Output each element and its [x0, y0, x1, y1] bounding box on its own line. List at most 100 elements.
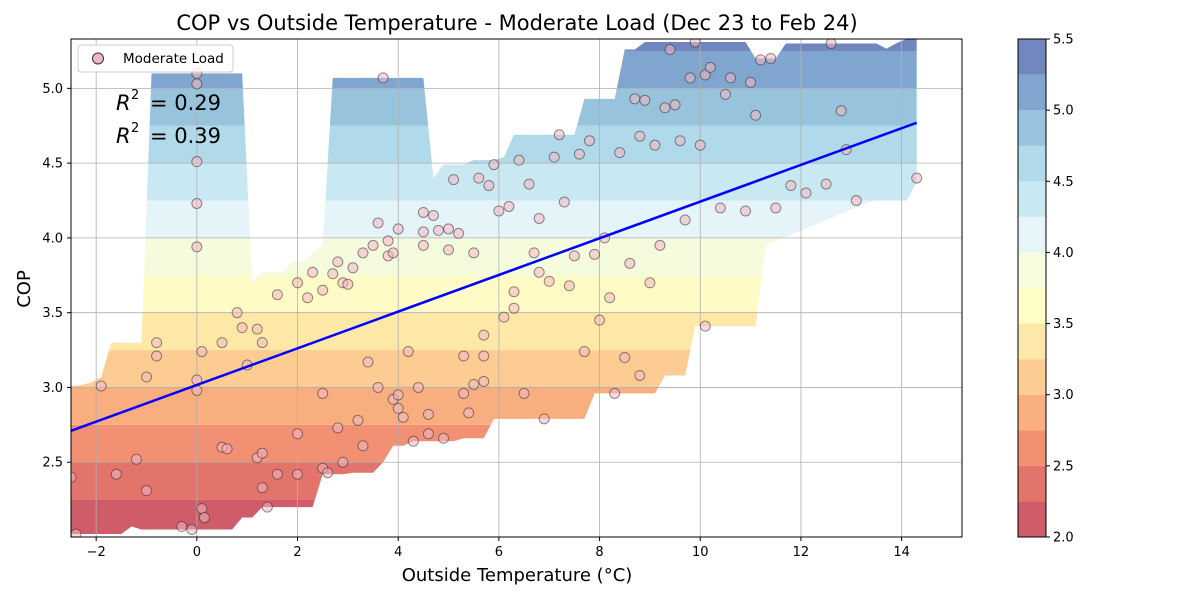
scatter-series	[71, 39, 923, 537]
scatter-point	[292, 468, 304, 480]
scatter-point	[261, 501, 273, 513]
scatter-point	[307, 266, 319, 278]
scatter-point	[317, 387, 329, 399]
svg-text:R: R	[116, 91, 131, 115]
colorbar-tick-label: 5.0	[1053, 104, 1074, 119]
scatter-point	[740, 205, 752, 217]
x-tick-label: 14	[893, 545, 910, 560]
scatter-point	[478, 375, 490, 387]
scatter-point	[302, 292, 314, 304]
scatter-point	[141, 485, 153, 497]
scatter-point	[911, 172, 923, 184]
scatter-point	[468, 378, 480, 390]
scatter-point	[699, 69, 711, 81]
contour-band	[71, 200, 917, 238]
scatter-point	[417, 206, 429, 218]
scatter-point	[422, 408, 434, 420]
scatter-point	[528, 247, 540, 259]
scatter-point	[231, 307, 243, 319]
scatter-point	[392, 389, 404, 401]
scatter-point	[71, 471, 77, 483]
scatter-point	[198, 512, 210, 524]
scatter-point	[372, 381, 384, 393]
scatter-point	[468, 247, 480, 259]
scatter-point	[604, 292, 616, 304]
scatter-point	[563, 280, 575, 292]
scatter-point	[382, 235, 394, 247]
scatter-point	[327, 268, 339, 280]
scatter-point	[271, 468, 283, 480]
scatter-point	[644, 277, 656, 289]
x-tick-label: −2	[87, 545, 106, 560]
scatter-point	[508, 286, 520, 298]
scatter-point	[583, 135, 595, 147]
scatter-point	[292, 428, 304, 440]
scatter-point	[412, 381, 424, 393]
scatter-point	[357, 440, 369, 452]
scatter-point	[634, 130, 646, 142]
scatter-point	[271, 289, 283, 301]
scatter-point	[322, 467, 334, 479]
scatter-point	[448, 174, 460, 186]
scatter-point	[629, 93, 641, 105]
x-axis-label: Outside Temperature (°C)	[402, 565, 633, 586]
y-tick-label: 4.0	[42, 231, 63, 246]
scatter-point	[488, 159, 500, 171]
scatter-point	[825, 39, 837, 49]
scatter-point	[755, 54, 767, 66]
scatter-point	[573, 148, 585, 160]
colorbar-segment	[1018, 288, 1046, 324]
legend-marker	[92, 52, 104, 65]
scatter-point	[191, 78, 203, 90]
scatter-point	[553, 129, 565, 141]
scatter-point	[453, 227, 465, 239]
scatter-point	[377, 72, 389, 84]
scatter-point	[518, 387, 530, 399]
scatter-point	[292, 277, 304, 289]
colorbar-tick-label: 2.0	[1053, 531, 1074, 546]
scatter-point	[800, 187, 812, 199]
x-tick-label: 4	[394, 545, 402, 560]
scatter-point	[614, 147, 626, 159]
scatter-point	[407, 435, 419, 447]
scatter-point	[176, 521, 188, 533]
scatter-point	[443, 223, 455, 235]
scatter-point	[619, 352, 631, 364]
scatter-point	[639, 94, 651, 106]
scatter-point	[679, 214, 691, 226]
scatter-point	[151, 337, 163, 349]
scatter-point	[704, 61, 716, 73]
scatter-point	[458, 350, 470, 362]
colorbar-segment	[1018, 216, 1046, 253]
colorbar-tick-label: 4.0	[1053, 246, 1074, 261]
r2-test-value: = 0.39	[150, 124, 221, 148]
scatter-point	[609, 387, 621, 399]
scatter-point	[392, 223, 404, 235]
svg-text:2: 2	[131, 88, 139, 103]
colorbar-segment	[1018, 359, 1046, 395]
scatter-point	[417, 239, 429, 251]
scatter-point	[221, 443, 233, 455]
scatter-point	[533, 212, 545, 224]
scatter-point	[191, 241, 203, 253]
scatter-point	[387, 247, 399, 259]
scatter-point	[835, 105, 847, 117]
scatter-point	[478, 350, 490, 362]
colorbar-tick-label: 4.5	[1053, 175, 1074, 190]
svg-text:R: R	[116, 124, 131, 148]
scatter-point	[513, 154, 525, 166]
colorbar: 2.0 2.5 3.0 3.5 4.0 4.5 5.0 5.5	[1017, 33, 1074, 546]
contour-band	[71, 462, 917, 500]
scatter-point	[649, 139, 661, 151]
scatter-point	[402, 346, 414, 358]
colorbar-tick-label: 2.5	[1053, 459, 1074, 474]
scatter-point	[684, 72, 696, 84]
scatter-point	[483, 180, 495, 192]
scatter-point	[724, 72, 736, 84]
regression-line	[70, 121, 918, 432]
x-tick-label: 8	[595, 545, 603, 560]
scatter-point	[503, 200, 515, 212]
colorbar-segment	[1018, 39, 1046, 75]
scatter-point	[357, 247, 369, 259]
colorbar-segment	[1018, 323, 1046, 360]
